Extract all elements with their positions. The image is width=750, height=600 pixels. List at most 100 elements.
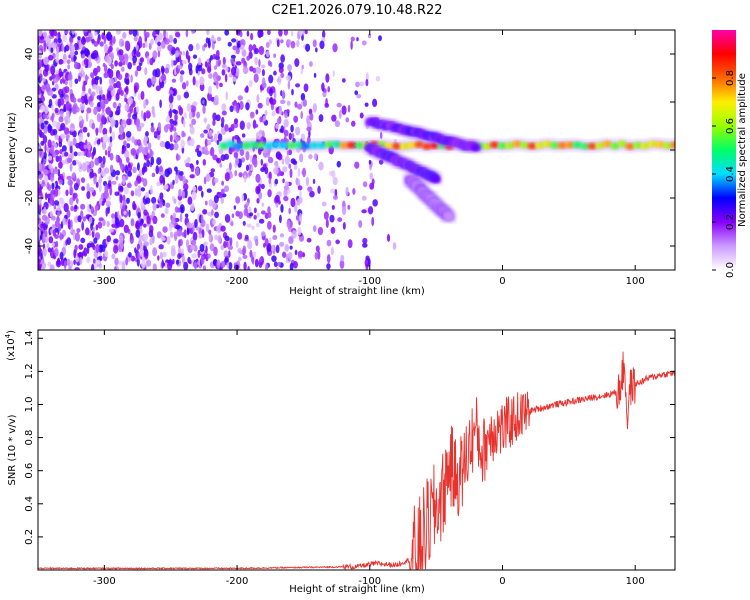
noise-speckle <box>284 244 289 252</box>
noise-speckle <box>92 49 99 59</box>
noise-speckle <box>260 167 266 173</box>
noise-speckle <box>254 258 259 268</box>
noise-speckle <box>47 125 53 131</box>
noise-speckle <box>203 43 208 48</box>
noise-speckle <box>69 123 76 132</box>
noise-speckle <box>169 118 174 124</box>
noise-speckle <box>204 98 207 107</box>
noise-speckle <box>111 180 117 185</box>
noise-speckle <box>332 176 338 186</box>
noise-speckle <box>371 216 375 227</box>
noise-speckle <box>80 177 86 184</box>
noise-speckle <box>51 94 57 99</box>
noise-speckle <box>190 245 196 250</box>
noise-speckle <box>222 57 226 65</box>
noise-speckle <box>75 159 79 164</box>
noise-speckle <box>91 91 96 97</box>
noise-speckle <box>255 222 260 228</box>
noise-speckle <box>291 230 297 239</box>
band-blob <box>471 144 481 152</box>
noise-speckle <box>64 30 69 34</box>
noise-speckle <box>100 114 106 125</box>
noise-speckle <box>356 94 362 99</box>
noise-speckle <box>212 218 216 225</box>
noise-speckle <box>48 163 53 170</box>
noise-speckle <box>231 38 237 43</box>
noise-speckle <box>256 197 260 204</box>
noise-speckle <box>52 77 59 84</box>
noise-speckle <box>192 54 198 59</box>
noise-speckle <box>109 152 114 161</box>
noise-speckle <box>175 153 179 162</box>
noise-speckle <box>155 204 160 209</box>
noise-speckle <box>189 126 195 135</box>
noise-speckle <box>179 204 185 214</box>
noise-speckle <box>212 259 217 266</box>
noise-speckle <box>224 30 230 36</box>
noise-speckle <box>129 234 134 245</box>
noise-speckle <box>280 54 285 63</box>
noise-speckle <box>155 85 161 92</box>
noise-speckle <box>80 237 86 244</box>
noise-speckle <box>291 133 295 139</box>
noise-speckle <box>304 30 308 35</box>
noise-speckle <box>312 39 317 48</box>
noise-speckle <box>189 137 195 147</box>
noise-speckle <box>52 151 57 158</box>
noise-speckle <box>200 133 205 138</box>
noise-speckle <box>195 226 200 231</box>
noise-speckle <box>109 136 113 143</box>
noise-speckle <box>63 202 69 213</box>
noise-speckle <box>79 102 85 111</box>
noise-speckle <box>129 105 133 114</box>
noise-speckle <box>94 76 100 81</box>
noise-speckle <box>300 93 306 101</box>
noise-speckle <box>66 59 71 65</box>
noise-speckle <box>40 140 45 146</box>
noise-speckle <box>199 83 205 92</box>
bottom-y-ticks: 0.2 0.4 0.6 0.8 1.0 1.2 1.4 <box>24 330 675 545</box>
noise-speckle <box>215 49 220 58</box>
noise-speckle <box>307 186 313 192</box>
noise-speckle <box>53 205 57 210</box>
noise-speckle <box>123 186 129 195</box>
noise-speckle <box>135 106 140 113</box>
noise-speckle <box>271 110 276 117</box>
noise-speckle <box>134 85 137 94</box>
noise-speckle <box>208 229 212 235</box>
noise-speckle <box>63 46 67 53</box>
noise-speckle <box>242 245 247 255</box>
noise-speckle <box>115 170 121 176</box>
noise-speckle <box>260 183 265 190</box>
noise-speckle <box>42 113 48 119</box>
noise-speckle <box>202 145 208 155</box>
noise-speckle <box>230 221 234 227</box>
chart-title: C2E1.2026.079.10.48.R22 <box>271 3 442 18</box>
noise-speckle <box>211 40 215 50</box>
noise-speckle <box>160 236 166 241</box>
noise-speckle <box>91 263 95 270</box>
noise-speckle <box>166 236 171 245</box>
noise-speckle <box>109 142 113 148</box>
noise-speckle <box>102 219 106 227</box>
noise-speckle <box>170 59 174 68</box>
noise-speckle <box>152 263 157 270</box>
noise-speckle <box>125 197 130 204</box>
noise-speckle <box>121 205 126 210</box>
noise-speckle <box>150 185 153 195</box>
noise-speckle <box>50 30 54 37</box>
noise-speckle <box>151 172 156 178</box>
noise-speckle <box>256 212 260 218</box>
noise-speckle <box>78 132 84 142</box>
noise-speckle <box>188 44 194 52</box>
noise-speckle <box>87 132 90 138</box>
noise-speckle <box>203 129 209 134</box>
noise-speckle <box>262 82 267 89</box>
noise-speckle <box>175 174 179 184</box>
noise-speckle <box>74 267 80 270</box>
noise-speckle <box>273 261 278 268</box>
noise-speckle <box>255 66 261 71</box>
noise-speckle <box>183 118 186 128</box>
noise-speckle <box>224 172 230 182</box>
noise-speckle <box>44 192 48 201</box>
